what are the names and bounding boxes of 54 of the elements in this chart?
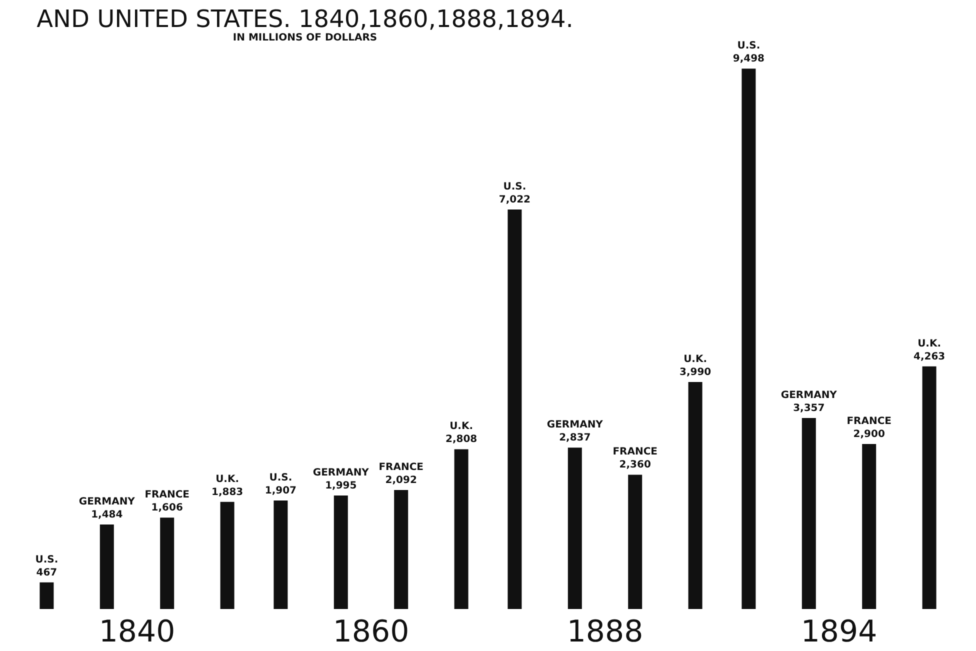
bar — [802, 418, 816, 609]
bar — [220, 502, 234, 609]
data-label: 1,883 — [211, 486, 244, 498]
bar — [862, 444, 876, 609]
bar — [160, 518, 174, 609]
text: FRANCE — [612, 446, 658, 458]
chart-title: AND UNITED STATES. 1840,1860,1888,1894. — [36, 5, 574, 33]
bar — [274, 500, 288, 609]
bar — [628, 474, 642, 609]
data-label: 2,808 — [445, 434, 478, 446]
text: FRANCE — [378, 462, 424, 473]
data-label: 2,900 — [853, 428, 885, 440]
text: GERMANY — [312, 467, 369, 478]
data-label: 1,907 — [264, 485, 297, 496]
series-label: U.K. — [684, 354, 708, 365]
text: U.S. — [35, 554, 58, 566]
bar — [688, 382, 702, 609]
data-label: 9,498 — [732, 54, 765, 65]
data-label: 467 — [36, 567, 58, 578]
data-label: 1,606 — [151, 502, 183, 514]
text: FRANCE — [144, 490, 190, 501]
x-tick-label: 1840 — [98, 614, 176, 650]
text: U.S. — [269, 472, 292, 484]
text: GERMANY — [780, 390, 837, 401]
bar — [40, 582, 54, 609]
text: GERMANY — [546, 420, 603, 431]
text: U.K. — [450, 421, 474, 432]
data-label: 1,484 — [91, 510, 123, 521]
x-tick-label: 1888 — [566, 614, 644, 650]
data-label: 2,092 — [385, 474, 417, 486]
bar — [508, 209, 522, 609]
x-tick-label: 1860 — [332, 614, 410, 650]
bar — [568, 448, 582, 609]
chart-subtitle: IN MILLIONS OF DOLLARS — [232, 32, 378, 44]
bar — [394, 490, 408, 609]
x-tick-label: 1894 — [800, 614, 878, 650]
data-label: 7,022 — [498, 194, 531, 206]
bar — [100, 524, 114, 609]
bar — [334, 495, 348, 609]
bar — [454, 449, 468, 609]
text: U.K. — [216, 474, 240, 485]
bar — [742, 68, 756, 609]
bar — [922, 366, 936, 609]
data-label: 1,995 — [325, 480, 357, 492]
data-label: 3,357 — [793, 402, 825, 414]
data-label: 4,263 — [913, 351, 946, 362]
text: FRANCE — [846, 416, 892, 427]
data-label: 3,990 — [679, 366, 712, 378]
series-label: U.S. — [503, 181, 526, 192]
text: U.K. — [918, 338, 942, 350]
text: GERMANY — [78, 496, 136, 508]
text: U.S. — [737, 40, 760, 52]
data-label: 2,360 — [619, 460, 651, 471]
data-label: 2,837 — [559, 432, 591, 444]
